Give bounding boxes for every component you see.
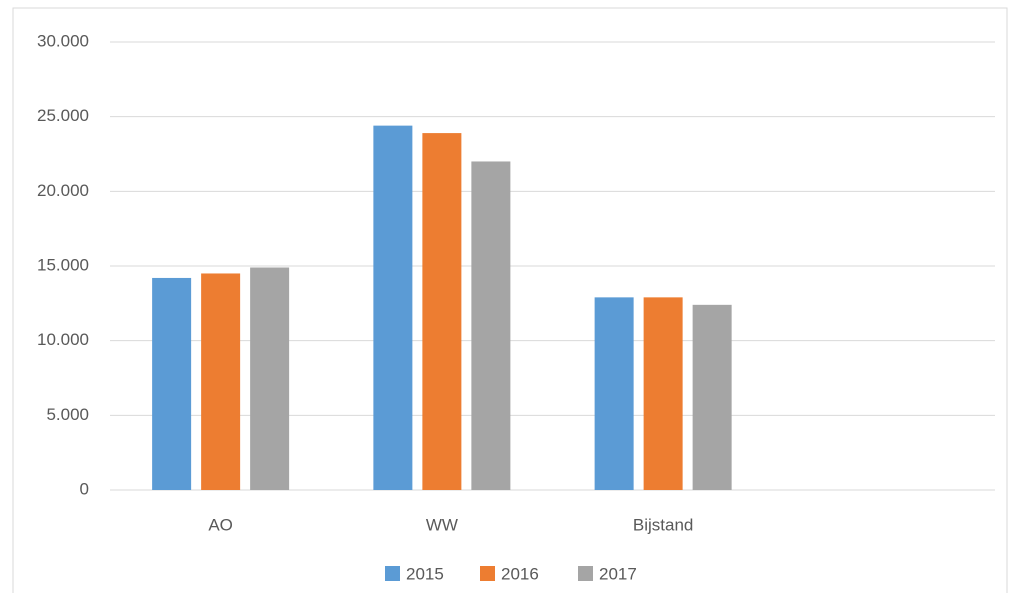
- legend-swatch: [578, 566, 593, 581]
- legend-label: 2017: [599, 564, 637, 583]
- legend-swatch: [385, 566, 400, 581]
- bar: [594, 297, 634, 490]
- x-tick-label: AO: [208, 515, 233, 534]
- y-tick-label: 25.000: [37, 106, 89, 125]
- bar: [152, 277, 192, 490]
- bar: [250, 267, 290, 490]
- y-tick-label: 20.000: [37, 181, 89, 200]
- bar: [692, 304, 732, 490]
- x-tick-label: WW: [426, 515, 458, 534]
- bar: [643, 297, 683, 490]
- legend-label: 2016: [501, 564, 539, 583]
- y-tick-label: 15.000: [37, 255, 89, 274]
- bar: [471, 161, 511, 490]
- bar: [422, 133, 462, 491]
- legend-label: 2015: [406, 564, 444, 583]
- legend-swatch: [480, 566, 495, 581]
- bar: [201, 273, 241, 490]
- y-tick-label: 30.000: [37, 31, 89, 50]
- y-tick-label: 0: [80, 479, 89, 498]
- y-tick-label: 5.000: [46, 405, 89, 424]
- bar: [373, 125, 413, 491]
- y-tick-label: 10.000: [37, 330, 89, 349]
- x-tick-label: Bijstand: [633, 515, 693, 534]
